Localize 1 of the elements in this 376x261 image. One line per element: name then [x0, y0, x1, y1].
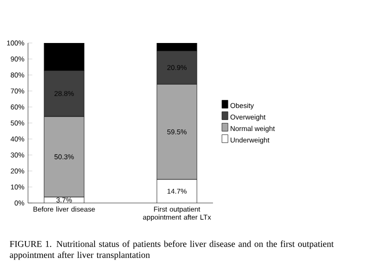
- caption: FIGURE 1. Nutritional status of patients before liver disease and on the first outpatient appointment after liver transplantation: [10, 240, 334, 260]
